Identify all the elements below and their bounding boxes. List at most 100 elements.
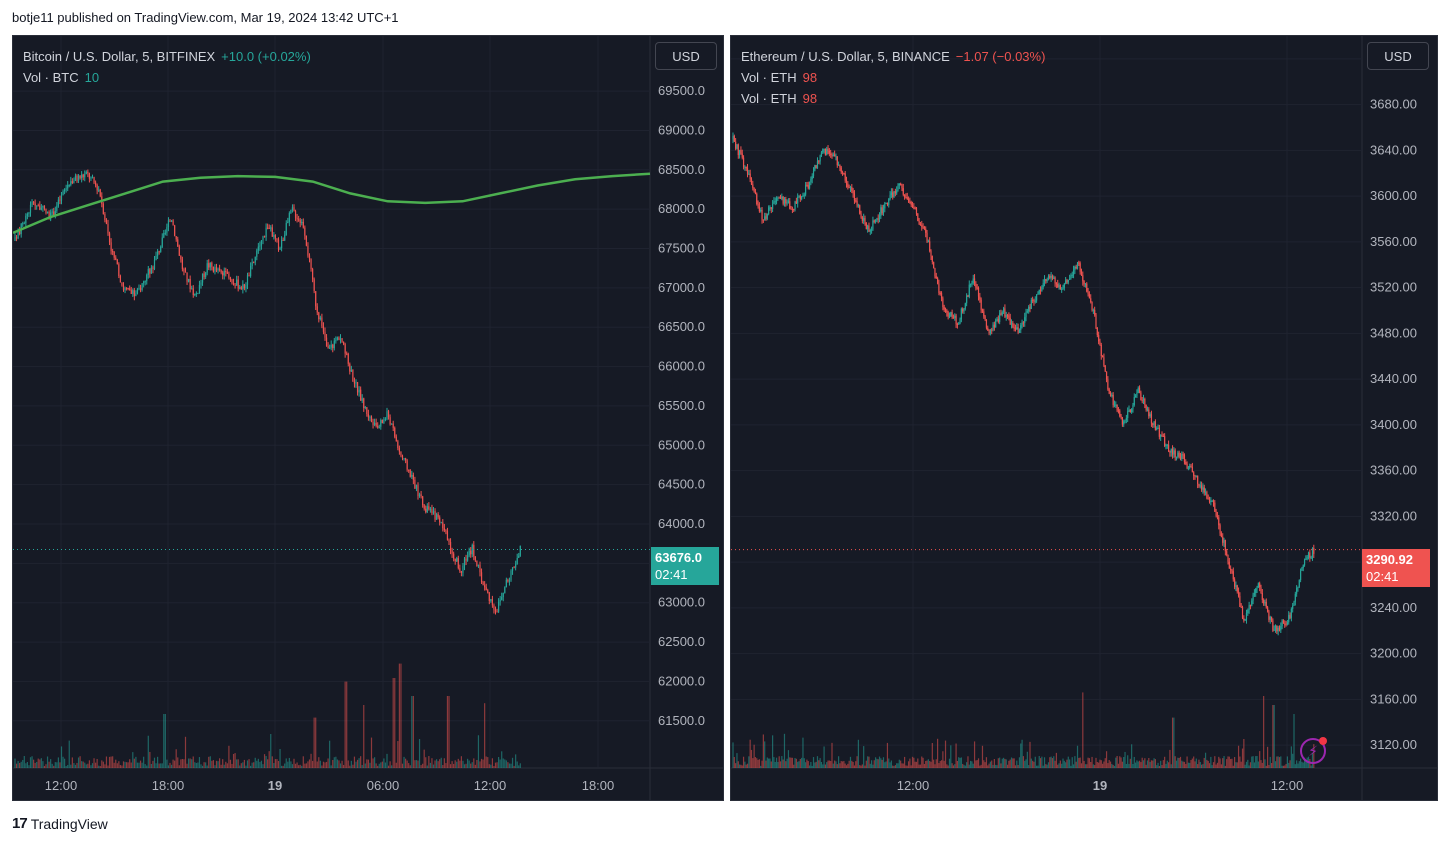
candle-body xyxy=(279,248,281,250)
candle-body xyxy=(750,179,753,185)
lightning-alert-icon[interactable]: ⚡ xyxy=(1300,737,1327,764)
candle-body xyxy=(412,474,414,480)
candle-body xyxy=(815,165,817,169)
tradingview-brand[interactable]: TradingView xyxy=(30,815,108,832)
volume-bar xyxy=(453,763,455,768)
candle-body xyxy=(802,195,804,197)
candle-body xyxy=(1170,448,1172,453)
candle-body xyxy=(760,209,762,212)
candle-body xyxy=(1208,499,1211,502)
volume-bar xyxy=(835,761,837,768)
candle-body xyxy=(1249,605,1252,607)
volume-bar xyxy=(186,763,188,768)
btc-currency-button[interactable]: USD xyxy=(655,42,717,70)
candle-body xyxy=(1305,558,1307,560)
candle-body xyxy=(1153,421,1155,425)
candle-body xyxy=(205,272,207,277)
volume-bar xyxy=(1204,752,1207,768)
candle-body xyxy=(197,293,199,295)
volume-bar xyxy=(857,739,859,768)
candle-body xyxy=(745,166,747,169)
volume-bar xyxy=(832,763,834,768)
volume-bar xyxy=(324,762,326,768)
candle-body xyxy=(372,421,374,425)
candle-body xyxy=(744,166,746,168)
volume-bar xyxy=(906,765,908,768)
candle-body xyxy=(822,149,824,153)
candle-body xyxy=(68,184,70,186)
candle-body xyxy=(457,558,459,569)
candle-body xyxy=(369,416,371,418)
candle-body xyxy=(1169,451,1171,453)
volume-bar xyxy=(1057,764,1059,768)
volume-bar xyxy=(863,746,865,768)
volume-bar xyxy=(1103,761,1105,768)
candle-body xyxy=(1166,444,1168,446)
candle-body xyxy=(1091,302,1093,310)
eth-volume-label-2[interactable]: Vol · ETH xyxy=(741,91,797,106)
candle-body xyxy=(65,188,67,190)
candle-body xyxy=(758,206,760,212)
volume-bar xyxy=(33,759,35,768)
candle-body xyxy=(958,323,960,325)
candle-body xyxy=(107,224,109,234)
candle-body xyxy=(84,174,86,178)
candle-body xyxy=(229,277,232,280)
volume-bar xyxy=(251,762,253,768)
volume-bar xyxy=(1138,760,1141,768)
volume-bar xyxy=(1116,755,1118,768)
volume-bar xyxy=(380,762,382,768)
candle-body xyxy=(1237,591,1240,597)
candle-body xyxy=(164,232,166,234)
chart-panel-eth[interactable]: 3720.003680.003640.003600.003560.003520.… xyxy=(730,35,1438,801)
chart-panel-btc[interactable]: 69500.0 69000.0 68500.0 68000.0 67500.0 67000… xyxy=(12,35,724,801)
btc-symbol-title[interactable]: Bitcoin / U.S. Dollar, 5, BITFINEX xyxy=(23,49,216,64)
btc-chart[interactable]: 69500.069000.068500.068000.067500.067000… xyxy=(13,36,724,801)
volume-bar xyxy=(312,760,314,768)
volume-bar xyxy=(1032,760,1034,768)
candle-body xyxy=(432,511,435,514)
volume-bar xyxy=(91,763,94,768)
volume-bar xyxy=(429,762,431,768)
candle-body xyxy=(116,259,118,265)
volume-bar xyxy=(973,741,976,768)
candle-body xyxy=(1199,485,1201,487)
eth-chart[interactable]: 3720.003680.003640.003600.003560.003520.… xyxy=(731,36,1438,801)
volume-bar xyxy=(181,758,183,768)
volume-bar xyxy=(104,764,106,768)
candle-body xyxy=(336,337,338,341)
btc-volume-label[interactable]: Vol · BTC xyxy=(23,70,79,85)
candle-body xyxy=(1136,393,1138,396)
eth-volume-label[interactable]: Vol · ETH xyxy=(741,70,797,85)
btc-countdown: 02:41 xyxy=(655,567,688,582)
candle-body xyxy=(987,327,989,331)
candle-body xyxy=(1148,409,1150,417)
candle-body xyxy=(1252,594,1254,601)
candle-body xyxy=(1055,283,1057,285)
candle-body xyxy=(997,318,999,322)
volume-bar xyxy=(859,765,861,768)
candle-body xyxy=(321,317,323,327)
candle-body xyxy=(219,268,221,271)
volume-bar xyxy=(856,756,858,768)
volume-bar xyxy=(1117,763,1120,768)
candle-body xyxy=(1239,596,1241,607)
candle-body xyxy=(838,164,840,166)
volume-bar xyxy=(290,761,292,768)
candle-body xyxy=(236,279,238,286)
volume-bar xyxy=(160,763,162,768)
volume-bar xyxy=(375,763,377,768)
volume-bar xyxy=(116,763,118,768)
candle-body xyxy=(181,259,183,270)
candle-body xyxy=(184,271,187,273)
volume-bar xyxy=(1263,696,1265,768)
volume-bar xyxy=(225,761,227,768)
candle-body xyxy=(1234,579,1236,587)
volume-bar xyxy=(1281,765,1283,768)
eth-currency-button[interactable]: USD xyxy=(1367,42,1429,70)
candle-body xyxy=(367,413,369,418)
y-tick-label: 3120.00 xyxy=(1370,737,1417,752)
volume-bar xyxy=(1240,761,1242,768)
eth-symbol-title[interactable]: Ethereum / U.S. Dollar, 5, BINANCE xyxy=(741,49,950,64)
candle-body xyxy=(445,530,447,532)
